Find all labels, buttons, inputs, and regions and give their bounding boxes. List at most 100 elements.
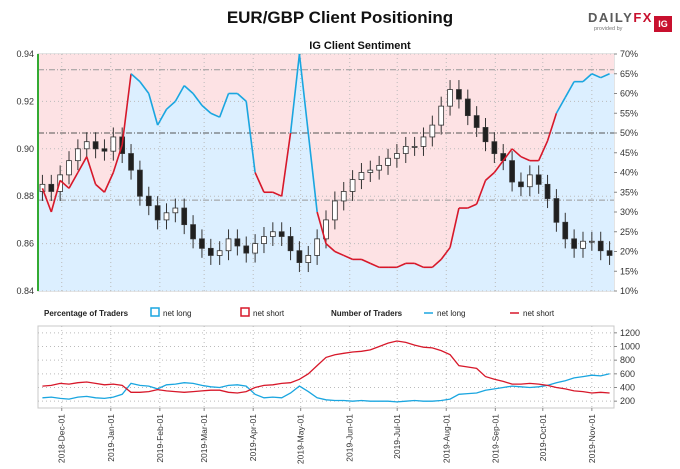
logo-brand-left: DAILY: [588, 10, 634, 25]
candle-body: [597, 240, 604, 252]
candle: [411, 136, 418, 156]
x-axis-tick-label: 2019-Mar-01: [199, 414, 209, 463]
candle-body: [66, 160, 72, 176]
sentiment-line-segment: [467, 203, 477, 209]
sentiment-line-segment: [103, 172, 115, 193]
sentiment-line-segment: [537, 140, 549, 161]
legend-number-title: Number of Traders: [331, 309, 403, 318]
candle: [376, 155, 383, 180]
sentiment-line-segment: [236, 92, 247, 102]
sentiment-line-segment: [50, 180, 61, 213]
net-long-count-line: [42, 373, 610, 403]
right-axis-tick-label: 70%: [620, 49, 638, 59]
candle-body: [172, 207, 179, 214]
legend-pct-short-label: net short: [253, 309, 285, 318]
sentiment-line-segment: [156, 108, 168, 126]
candle: [314, 229, 320, 265]
sentiment-line-segment: [280, 132, 292, 197]
bottom-right-axis-tick-label: 1200: [620, 328, 640, 338]
x-axis-tick-label: 2019-Sep-01: [490, 414, 500, 463]
logo-brand-x: FX: [633, 10, 653, 25]
candle-body: [83, 141, 90, 150]
candle-body: [323, 219, 329, 240]
candle: [420, 127, 427, 156]
dailyfx-logo: DAILYFX provided by IG: [588, 6, 676, 36]
candle: [287, 227, 294, 261]
net-short-count-line: [42, 340, 610, 394]
candle-body: [101, 148, 108, 152]
candle: [48, 174, 55, 201]
sentiment-line-segment: [555, 97, 566, 114]
candle: [234, 229, 241, 256]
x-axis-tick-label: 2019-Nov-01: [587, 414, 597, 463]
candle: [580, 231, 586, 258]
candle-body: [526, 174, 533, 188]
left-axis-tick-label: 0.90: [16, 144, 34, 154]
sentiment-line-segment: [511, 148, 522, 158]
candle: [92, 132, 99, 159]
candle: [464, 89, 471, 126]
candle: [606, 241, 613, 265]
sentiment-line-segment: [218, 93, 230, 118]
candle: [83, 132, 90, 159]
candle: [544, 174, 551, 209]
candle: [491, 132, 498, 164]
candle-body: [225, 238, 232, 252]
bottom-right-axis-tick-label: 1000: [620, 342, 640, 352]
sentiment-line-segment: [316, 211, 327, 244]
candle-body: [39, 183, 46, 192]
candle: [589, 231, 595, 251]
right-axis-tick-label: 25%: [620, 227, 638, 237]
right-axis-tick-label: 30%: [620, 207, 638, 217]
candle: [137, 160, 143, 206]
candle-body: [402, 146, 409, 154]
chart-subtitle: IG Client Sentiment: [309, 40, 411, 52]
candle: [225, 229, 232, 261]
candle: [597, 231, 604, 261]
x-axis-tick-label: 2019-May-01: [296, 414, 306, 464]
candle-body: [145, 195, 152, 207]
right-axis-tick-label: 20%: [620, 247, 638, 257]
bottom-plot-area: [37, 325, 615, 409]
candle-body: [199, 238, 205, 249]
sentiment-line-segment: [165, 100, 176, 110]
sentiment-line-segment: [414, 262, 424, 269]
sentiment-line-segment: [520, 155, 531, 162]
candle: [172, 198, 179, 223]
left-axis-tick-label: 0.94: [16, 49, 34, 59]
sentiment-line-segment: [591, 73, 602, 79]
legend-num-short-label: net short: [523, 309, 555, 318]
candle-body: [190, 224, 196, 240]
sentiment-line-segment: [147, 93, 159, 126]
candle-body: [181, 207, 188, 226]
candle-body: [163, 212, 170, 221]
candle: [296, 241, 303, 273]
candle: [535, 165, 542, 194]
candle-body: [314, 238, 320, 256]
bottom-right-axis-tick-label: 800: [620, 355, 635, 365]
legend-pct-short-swatch: [240, 307, 250, 317]
legend-pct-long-label: net long: [163, 309, 191, 318]
sentiment-line-segment: [600, 73, 610, 79]
candle: [526, 165, 533, 197]
candle-body: [464, 98, 471, 117]
sentiment-line-segment: [431, 258, 442, 268]
sentiment-line-segment: [192, 93, 203, 106]
candle: [66, 151, 72, 185]
right-axis-tick-label: 35%: [620, 187, 638, 197]
sentiment-line-segment: [272, 191, 283, 197]
candle: [367, 160, 374, 182]
candle-body: [305, 255, 312, 263]
candle-body: [252, 243, 258, 254]
candle-body: [420, 136, 427, 147]
candle-body: [518, 181, 524, 188]
sentiment-line-segment: [361, 258, 371, 265]
sentiment-line-segment: [121, 73, 132, 145]
sentiment-line-segment: [343, 254, 353, 261]
candle: [332, 191, 338, 230]
candle-body: [243, 245, 250, 254]
candle-body: [447, 89, 453, 107]
candle-body: [571, 238, 577, 249]
candle: [190, 215, 196, 249]
